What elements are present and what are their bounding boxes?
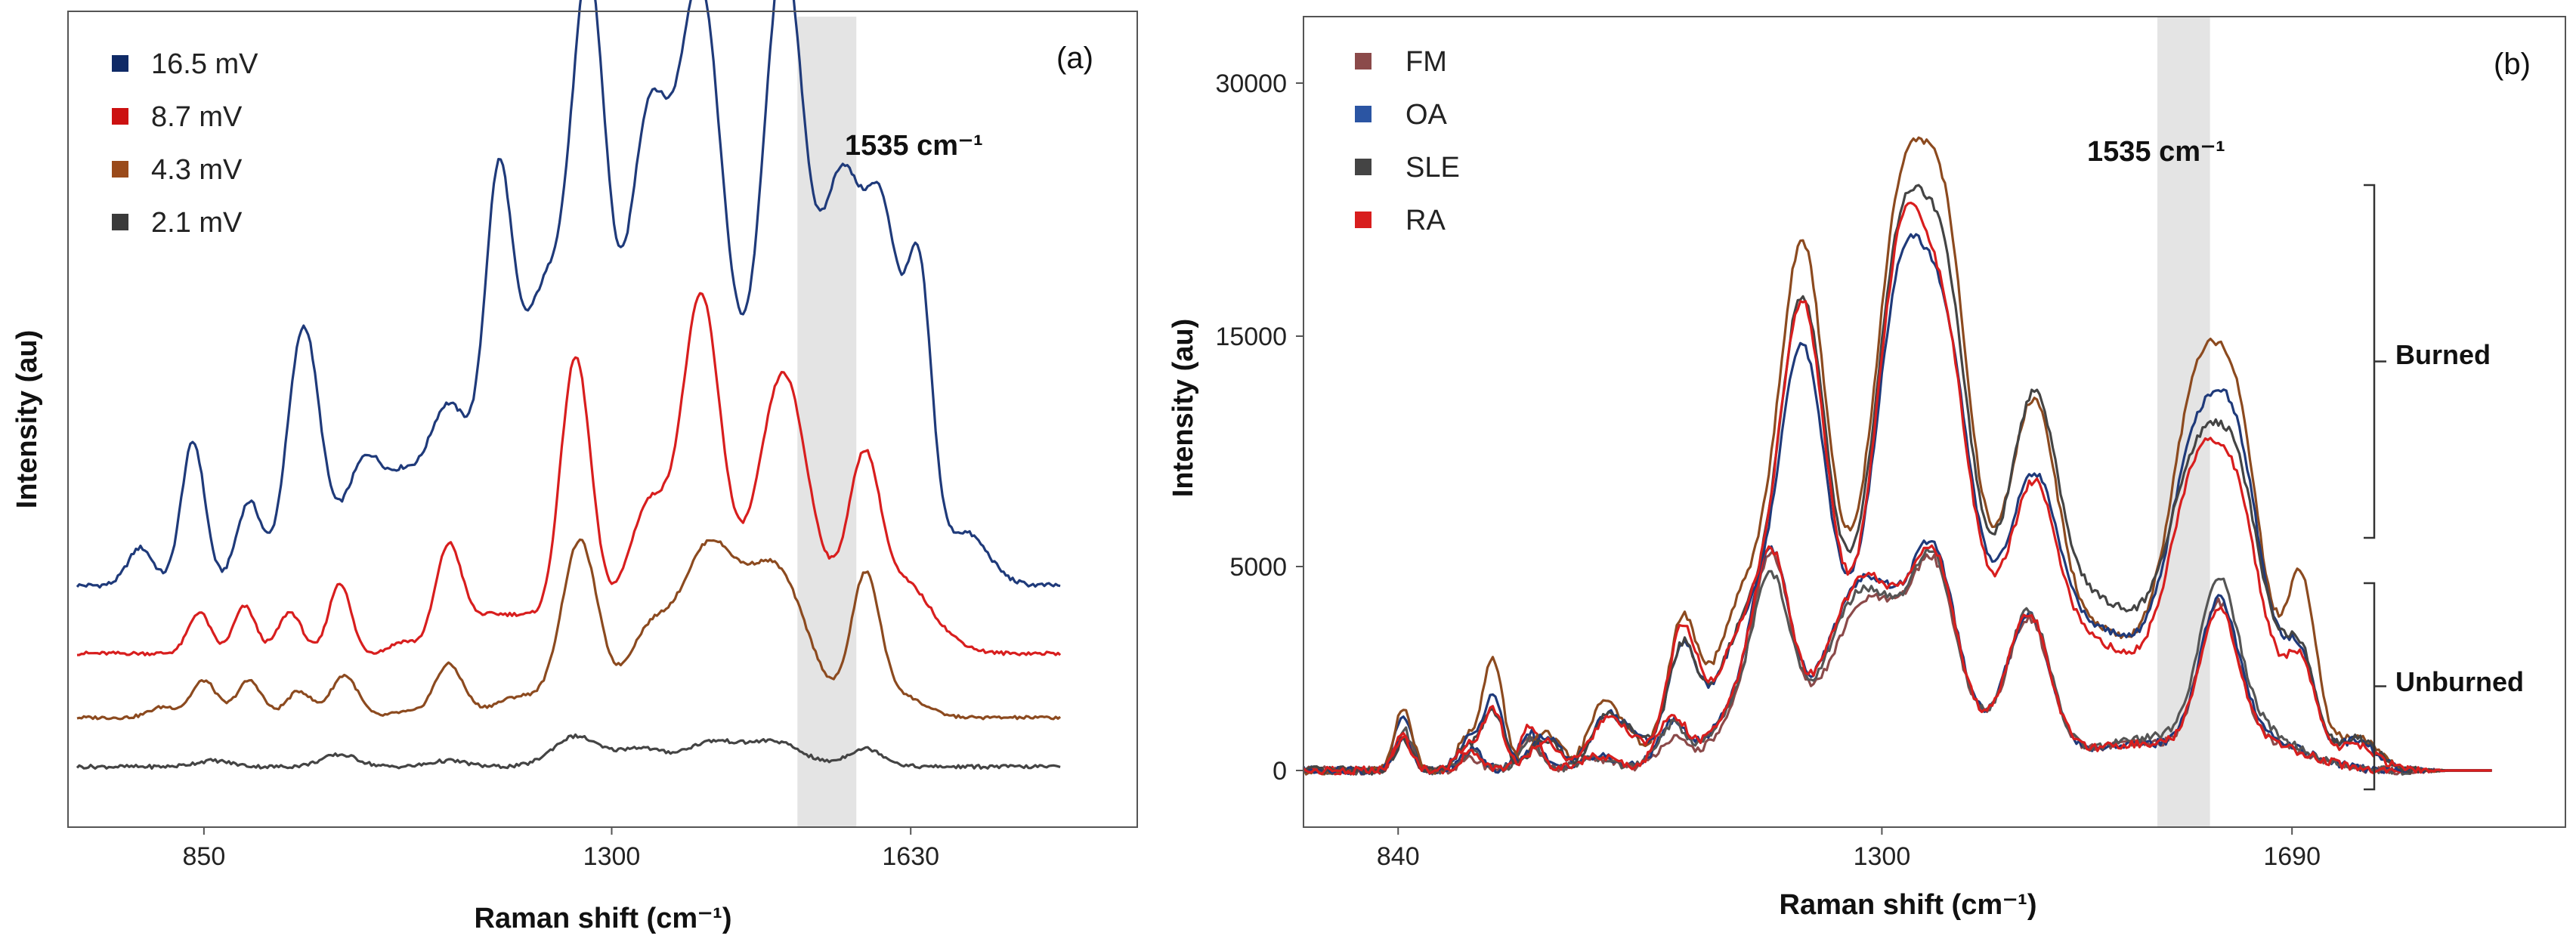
panel-b-x-ticks: 840 1300 1690 [1377, 827, 2321, 871]
panel-b-series-line-4 [1302, 136, 2492, 776]
panel-a-x-tick-label-1: 1300 [583, 842, 641, 871]
panel-b-legend-swatch-0 [1355, 53, 1371, 69]
panel-b-y-tick-label-0: 0 [1273, 757, 1287, 786]
panel-a-legend-label-3: 2.1 mV [151, 207, 243, 239]
panel-a-plot-frame [67, 11, 1138, 828]
panel-a-series-group [76, 0, 1062, 770]
panel-a-band-label: 1535 cm⁻¹ [845, 130, 983, 162]
panel-b-x-tick-label-2: 1690 [2263, 842, 2321, 871]
panel-a-legend: 16.5 mV 8.7 mV 4.3 mV 2.1 mV [112, 48, 258, 239]
panel-a-legend-swatch-1 [112, 108, 128, 125]
panel-b-x-axis-label: Raman shift (cm⁻¹) [1780, 889, 2037, 921]
panel-b-legend-label-3: RA [1406, 205, 1446, 236]
panel-b-group-label-0: Burned [2395, 339, 2491, 370]
panel-a-x-axis-label: Raman shift (cm⁻¹) [475, 903, 732, 934]
panel-a-chart: 850 1300 1630 1535 cm⁻¹ (a) Raman shift (c… [11, 0, 1138, 934]
panel-b-series-line-3 [1303, 544, 2492, 776]
panel-a-x-ticks: 850 1300 1630 [183, 827, 939, 871]
panel-a-series-line-2 [76, 538, 1062, 721]
panel-a-y-axis-label: Intensity (au) [11, 330, 43, 508]
panel-b-plot-frame [1303, 16, 2566, 828]
panel-b-x-tick-label-1: 1300 [1854, 842, 1911, 871]
panel-b-x-tick-label-0: 840 [1377, 842, 1420, 871]
panel-b-legend-label-1: OA [1406, 99, 1448, 131]
panel-b-y-tick-label-2: 15000 [1215, 323, 1287, 351]
panel-b-y-tick-label-3: 30000 [1215, 69, 1287, 98]
panel-b-series-line-5 [1302, 233, 2492, 775]
panel-b-y-tick-label-1: 5000 [1229, 553, 1287, 582]
panel-b-legend-swatch-1 [1355, 106, 1371, 122]
panel-a-x-tick-label-0: 850 [183, 842, 226, 871]
panel-b-y-ticks: 0 5000 15000 30000 [1215, 69, 1303, 786]
panel-b-series-group [1302, 136, 2492, 776]
panel-b-band-label: 1535 cm⁻¹ [2087, 136, 2225, 168]
panel-b-group-bracket-1 [2364, 582, 2376, 791]
panel-a-x-tick-label-2: 1630 [882, 842, 939, 871]
panel-a-label: (a) [1056, 42, 1093, 75]
panel-b-series-line-7 [1302, 201, 2492, 776]
panel-b-legend-label-0: FM [1406, 46, 1447, 78]
panel-b-legend-swatch-2 [1355, 159, 1371, 175]
panel-a-legend-swatch-2 [112, 161, 128, 178]
panel-b-chart: 840 1300 1690 0 5000 15000 30000 1535 cm⁻¹ (b… [1167, 16, 2566, 921]
panel-a-series-line-1 [76, 292, 1062, 656]
panel-b-legend-label-2: SLE [1406, 152, 1460, 184]
panel-b-y-axis-label: Intensity (au) [1167, 319, 1199, 497]
panel-a-legend-label-0: 16.5 mV [151, 48, 258, 80]
panel-a-legend-swatch-3 [112, 214, 128, 230]
panel-a-series-line-3 [76, 733, 1061, 770]
panel-a-series-line-0 [76, 0, 1061, 589]
panel-b-group-bracket-0 [2364, 184, 2376, 539]
panel-a-legend-label-2: 4.3 mV [151, 154, 243, 186]
panel-b-group-brackets: Burned Unburned [2364, 184, 2524, 791]
panel-b-group-label-1: Unburned [2395, 666, 2524, 697]
panel-a-legend-label-1: 8.7 mV [151, 101, 243, 133]
panel-b-label: (b) [2494, 48, 2531, 81]
panel-a-legend-swatch-0 [112, 55, 128, 72]
panel-b-series-line-1 [1303, 539, 2492, 776]
panel-b-legend: FM OA SLE RA [1355, 46, 1460, 236]
panel-b-legend-swatch-3 [1355, 212, 1371, 228]
